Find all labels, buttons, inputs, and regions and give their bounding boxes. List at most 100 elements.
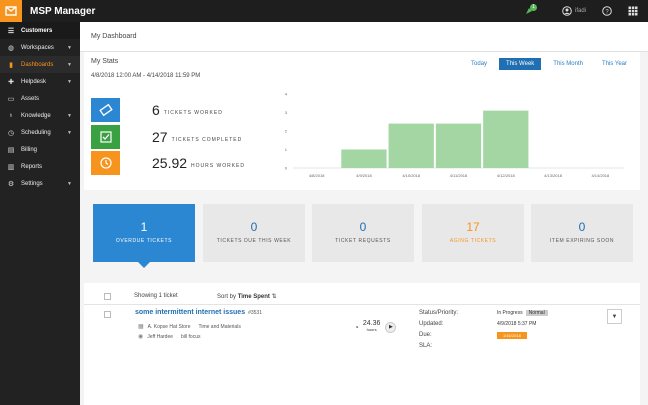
chevron-down-icon: ▼	[67, 78, 72, 85]
ticket-actions-dropdown[interactable]: ▼	[607, 309, 622, 324]
apps-button[interactable]	[628, 6, 638, 16]
sidebar-item-helpdesk[interactable]: ✚ Helpdesk ▼	[0, 73, 80, 90]
app-title: MSP Manager	[30, 5, 96, 17]
tab-today[interactable]: Today	[471, 61, 488, 67]
sla-label: SLA:	[419, 343, 433, 349]
clock-icon: ◷	[7, 129, 15, 137]
list-header: Showing 1 ticket Sort by Time Spent ⇅	[84, 283, 640, 305]
chart-bar[interactable]	[483, 110, 529, 168]
chart-bar[interactable]	[435, 123, 482, 168]
stat-hours-worked: 25.92 HOURS WORKED	[91, 151, 245, 175]
sidebar-item-reports[interactable]: ▥ Reports	[7, 163, 43, 171]
ticket-customer-row: ▦ A. Kopse Hat Store Time and Materials	[138, 323, 241, 331]
card-value: 0	[250, 220, 258, 234]
card-tickets-due-this-week[interactable]: 0 TICKETS DUE THIS WEEK	[203, 204, 305, 262]
stat-tickets-completed: 27 TICKETS COMPLETED	[91, 125, 242, 149]
ticket-title-link[interactable]: some intermittent internet issues #3531	[135, 309, 262, 316]
chevron-down-icon: ▼	[67, 112, 72, 119]
sidebar-item-dashboards[interactable]: ▮ Dashboards ▼	[0, 56, 80, 73]
sort-control[interactable]: Sort by Time Spent ⇅	[217, 294, 277, 300]
card-label: AGING TICKETS	[449, 238, 497, 244]
sidebar-item-customers[interactable]: ☰ Customers	[0, 22, 80, 39]
ticket-count: Showing 1 ticket	[134, 293, 178, 299]
bar-chart-icon: ▮	[9, 61, 13, 69]
card-item-expiring-soon[interactable]: 0 ITEM EXPIRING SOON	[531, 204, 633, 262]
card-icon: ▤	[7, 146, 15, 154]
stats-panel: My Stats 4/8/2018 12:00 AM - 4/14/2018 1…	[84, 52, 640, 190]
ticket-billing: Time and Materials	[198, 323, 241, 330]
y-tick-label: 2	[285, 129, 288, 134]
tab-this-week[interactable]: This Week	[499, 58, 542, 70]
user-menu[interactable]: ifadi	[562, 6, 586, 16]
x-tick-label: 4/13/2018	[544, 173, 563, 178]
card-value: 0	[578, 220, 586, 234]
x-tick-label: 4/8/2018	[309, 173, 325, 178]
ticket-list: Showing 1 ticket Sort by Time Spent ⇅ so…	[84, 283, 640, 405]
page-title: My Dashboard	[91, 33, 137, 40]
date-range[interactable]: 4/8/2018 12:00 AM - 4/14/2018 11:59 PM	[91, 73, 201, 79]
sidebar-item-settings[interactable]: ⚙ Settings ▼	[7, 180, 72, 188]
notifications-button[interactable]: 1	[524, 3, 537, 16]
stat-tickets-worked: 6 TICKETS WORKED	[91, 98, 223, 122]
ticket-assignee-row: ◉ Jeff Hardee bill focus	[138, 333, 201, 341]
user-name: ifadi	[574, 8, 586, 14]
period-tabs: Today This Week This Month This Year	[459, 58, 634, 70]
ticket-tile	[91, 98, 120, 122]
monitor-icon: ▭	[7, 95, 15, 103]
play-timer-button[interactable]: ▶	[385, 321, 397, 333]
time-spent: ◔ 24.36 hours ▶	[354, 320, 397, 333]
time-unit: hours	[366, 327, 377, 332]
x-tick-label: 4/9/2018	[356, 173, 372, 178]
stats-title: My Stats	[91, 58, 119, 65]
time-value: 24.36	[362, 320, 381, 327]
user-icon: ◉	[138, 334, 144, 340]
status-priority-label: Status/Priority:	[419, 310, 459, 316]
sort-icon: ⇅	[271, 294, 277, 300]
hours-worked-value: 25.92	[152, 155, 188, 171]
check-tile	[91, 125, 120, 149]
card-ticket-requests[interactable]: 0 TICKET REQUESTS	[312, 204, 414, 262]
card-label: ITEM EXPIRING SOON	[549, 238, 615, 244]
globe-icon: ◍	[7, 44, 15, 52]
chevron-down-icon: ▼	[67, 180, 72, 187]
card-overdue-tickets[interactable]: 1 OVERDUE TICKETS	[93, 204, 195, 268]
ticket-tag: bill focus	[181, 333, 201, 340]
updated-value: 4/9/2018 5:37 PM	[497, 321, 537, 327]
row-checkbox[interactable]	[104, 311, 111, 318]
grid-icon	[628, 6, 638, 16]
sidebar-item-scheduling[interactable]: ◷ Scheduling ▼	[7, 129, 72, 137]
card-label: OVERDUE TICKETS	[115, 238, 173, 244]
logo-icon	[5, 6, 17, 16]
chart-bar[interactable]	[388, 123, 434, 168]
top-bar: MSP Manager 1 ifadi ?	[0, 0, 648, 22]
clock-icon	[99, 157, 112, 169]
y-tick-label: 0	[285, 166, 288, 171]
chart-bar[interactable]	[341, 149, 387, 169]
play-icon: ▶	[388, 324, 393, 330]
select-all-checkbox[interactable]	[104, 293, 111, 300]
card-aging-tickets[interactable]: 17 AGING TICKETS	[422, 204, 524, 262]
chevron-down-icon: ▼	[67, 44, 72, 51]
tab-this-month[interactable]: This Month	[553, 61, 583, 67]
page-header: My Dashboard	[80, 22, 648, 52]
weekly-bar-chart: 0 1 2 3 4 4/8/2018 4/9/2018 4/10/2018 4/11/2018 4…	[285, 92, 624, 178]
sidebar-item-workspaces[interactable]: ◍ Workspaces ▼	[7, 44, 72, 52]
ticket-customer[interactable]: A. Kopse Hat Store	[147, 323, 191, 330]
stopwatch-icon: ◔	[354, 322, 359, 332]
x-tick-label: 4/10/2018	[402, 173, 421, 178]
lightbulb-icon: ♁	[8, 112, 14, 119]
app-logo[interactable]	[0, 0, 22, 22]
x-tick-label: 4/12/2018	[497, 173, 516, 178]
user-icon	[562, 6, 572, 16]
tab-this-year[interactable]: This Year	[601, 61, 627, 67]
sidebar-item-knowledge[interactable]: ♁ Knowledge ▼	[0, 107, 80, 124]
sidebar: ☰ Customers ◍ Workspaces ▼ ▮ Dashboards …	[0, 22, 80, 405]
sidebar-item-billing[interactable]: ▤ Billing	[7, 146, 38, 154]
tickets-completed-label: TICKETS COMPLETED	[171, 136, 243, 143]
ticket-assignee: Jeff Hardee	[147, 333, 174, 340]
sidebar-item-assets[interactable]: ▭ Assets	[7, 95, 40, 103]
priority-badge: Normal	[525, 310, 548, 316]
tickets-completed-value: 27	[152, 129, 168, 145]
help-button[interactable]: ?	[602, 6, 612, 16]
list-icon: ☰	[7, 27, 15, 35]
